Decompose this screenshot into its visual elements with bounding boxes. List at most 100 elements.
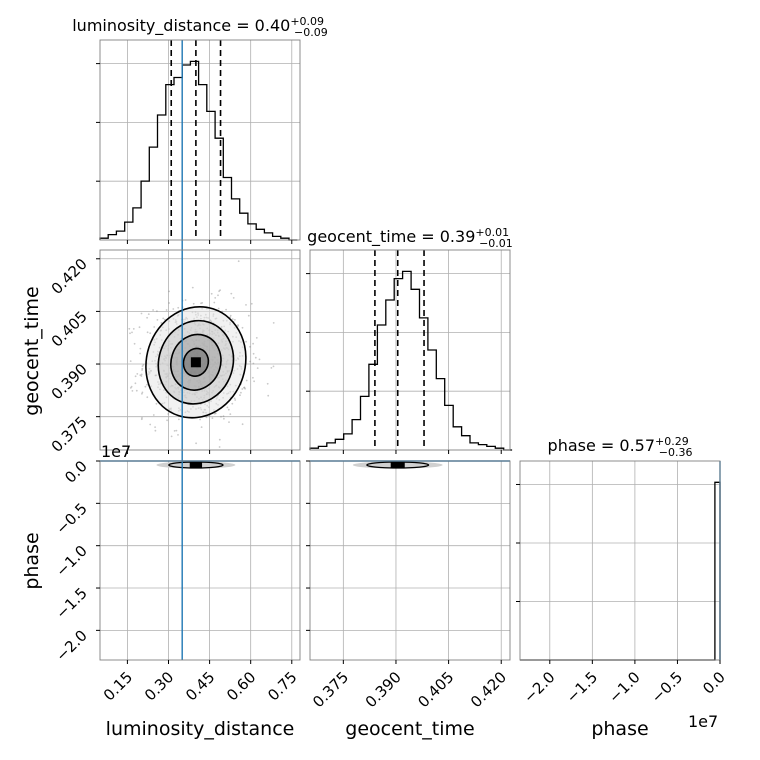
sample-point xyxy=(234,399,237,401)
sample-point xyxy=(156,319,159,321)
sample-point xyxy=(146,316,149,319)
contour-line xyxy=(366,461,430,469)
sample-point xyxy=(168,290,171,293)
sample-point xyxy=(201,302,204,304)
sample-point xyxy=(154,429,157,432)
sample-point xyxy=(140,373,143,376)
sample-point xyxy=(253,380,256,383)
sample-point xyxy=(167,413,170,415)
sample-point xyxy=(219,289,222,292)
sample-point xyxy=(140,375,143,377)
tick-label-y-geocent-time: 0.405 xyxy=(48,308,91,351)
ylabel-geocent-time: geocent_time xyxy=(21,286,43,415)
sample-point xyxy=(210,292,213,295)
sample-point xyxy=(156,310,158,313)
sample-point xyxy=(272,365,275,368)
sample-point xyxy=(267,394,270,397)
contour-line xyxy=(168,461,224,469)
sample-point xyxy=(252,376,254,379)
sample-point xyxy=(231,318,234,320)
sample-point xyxy=(213,412,216,415)
exponent-label-phase-x: 1e7 xyxy=(688,712,718,731)
sample-point xyxy=(144,385,147,388)
sample-point xyxy=(243,386,245,389)
sample-point xyxy=(128,327,131,330)
sample-point xyxy=(173,430,176,432)
sample-point xyxy=(153,326,156,328)
sample-point xyxy=(211,417,214,419)
tick-label-y-geocent-time: 0.390 xyxy=(48,360,91,403)
sample-point xyxy=(129,360,132,362)
sample-point xyxy=(213,301,216,304)
exponent-label-phase-y: 1e7 xyxy=(101,442,131,461)
contour-line xyxy=(170,333,222,391)
sample-point xyxy=(245,379,248,382)
sample-point xyxy=(214,412,217,415)
sample-point xyxy=(252,342,255,345)
sample-point xyxy=(223,417,225,420)
tick-label-x-luminosity-distance: 0.75 xyxy=(264,668,300,704)
sample-point xyxy=(245,340,248,343)
sample-point xyxy=(139,374,142,376)
sample-point xyxy=(250,302,253,305)
sample-point xyxy=(139,352,142,355)
tick-label-x-geocent-time: 0.420 xyxy=(467,668,510,711)
sample-point xyxy=(229,413,232,415)
tick-label-y-phase: −0.5 xyxy=(52,499,90,537)
sample-point xyxy=(228,421,230,423)
sample-point xyxy=(272,322,275,324)
sample-point xyxy=(234,319,236,321)
panel-frame xyxy=(99,39,301,241)
sample-point xyxy=(200,302,202,305)
sample-point xyxy=(138,326,141,329)
sample-point xyxy=(254,356,257,359)
sample-point xyxy=(141,391,144,394)
tick-label-x-luminosity-distance: 0.15 xyxy=(100,668,136,704)
sample-point xyxy=(135,389,138,392)
sample-point xyxy=(218,290,221,293)
sample-point xyxy=(214,297,217,299)
sample-point xyxy=(131,390,134,392)
tick-label-y-phase: −1.5 xyxy=(52,584,90,622)
sample-point xyxy=(139,347,142,350)
sample-point xyxy=(237,325,239,327)
sample-point xyxy=(134,375,137,378)
tick-label-x-phase: −1.5 xyxy=(563,668,601,706)
sample-point xyxy=(222,415,225,418)
sample-point xyxy=(258,358,261,361)
sample-point xyxy=(175,429,178,432)
sample-point xyxy=(155,402,158,405)
sample-point xyxy=(172,308,175,310)
sample-point xyxy=(146,396,149,399)
sample-point xyxy=(241,326,244,329)
sample-point xyxy=(154,426,157,428)
tick-label-y-geocent-time: 0.375 xyxy=(48,413,91,456)
sample-point xyxy=(199,418,202,421)
sample-point xyxy=(177,306,180,309)
sample-point xyxy=(129,332,131,335)
sample-point xyxy=(149,423,152,426)
sample-point xyxy=(141,367,144,370)
sample-point xyxy=(165,309,168,311)
sample-point xyxy=(140,312,143,315)
sample-point xyxy=(249,345,251,348)
sample-point xyxy=(140,418,143,421)
tick-label-x-geocent-time: 0.390 xyxy=(362,668,405,711)
density-peak xyxy=(390,462,405,468)
sample-point xyxy=(149,332,152,335)
sample-point xyxy=(184,299,187,301)
sample-point xyxy=(231,402,234,405)
sample-point xyxy=(146,331,149,334)
sample-point xyxy=(141,365,144,367)
tick-label-x-luminosity-distance: 0.30 xyxy=(141,668,177,704)
sample-point xyxy=(133,342,136,345)
sample-point xyxy=(255,337,258,339)
sample-point xyxy=(240,391,242,394)
sample-point xyxy=(191,286,194,289)
sample-point xyxy=(256,367,259,369)
sample-point xyxy=(218,446,221,448)
tick-label-y-phase: 0.0 xyxy=(61,457,91,487)
sample-point xyxy=(252,352,255,355)
sample-point xyxy=(129,387,132,389)
panel-frame xyxy=(99,460,301,661)
